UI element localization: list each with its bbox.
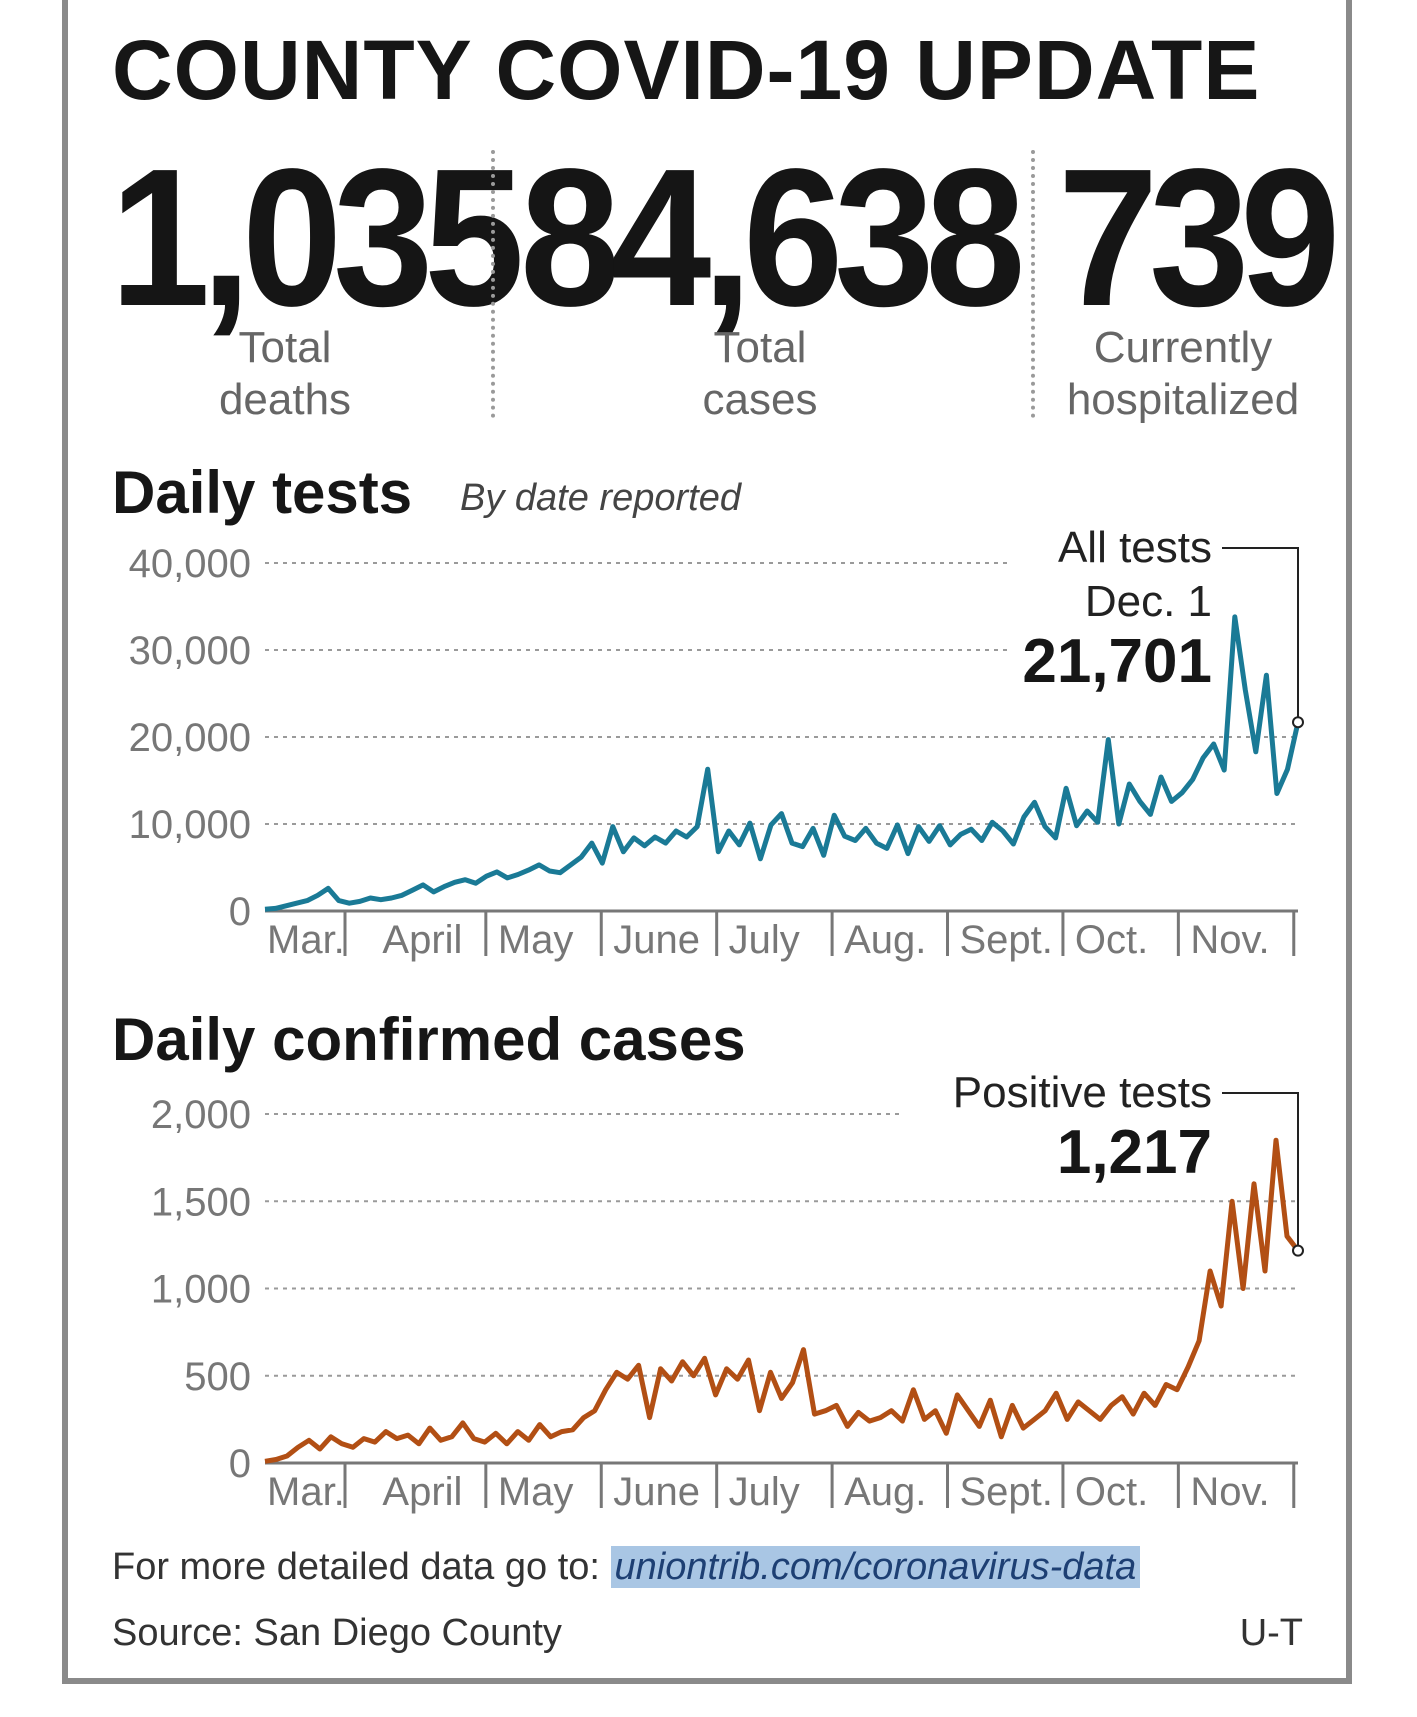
page-title: COUNTY COVID-19 UPDATE <box>112 23 1261 117</box>
x-tick-label: Mar. <box>267 918 345 962</box>
y-tick-label: 2,000 <box>151 1093 251 1137</box>
x-tick-label: July <box>729 918 800 962</box>
x-tick-label: Aug. <box>844 1470 926 1514</box>
x-tick-label: July <box>729 1470 800 1514</box>
stat-divider <box>491 150 495 418</box>
hospitalized-value: 739 <box>1058 128 1340 347</box>
y-tick-label: 0 <box>229 1442 251 1486</box>
more-data-text: For more detailed data go to: <box>112 1546 611 1588</box>
x-tick-label: Oct. <box>1075 918 1148 962</box>
deaths-value: 1,035 <box>110 128 524 347</box>
annotation-value: 21,701 <box>1022 627 1212 696</box>
x-tick-label: Mar. <box>267 1470 345 1514</box>
hospitalized-label-line2: hospitalized <box>1066 375 1300 424</box>
hospitalized-label: Currently hospitalized <box>1058 322 1308 426</box>
stat-divider <box>1031 150 1035 418</box>
x-tick-label: May <box>498 1470 574 1514</box>
end-point-marker <box>1292 716 1304 729</box>
x-tick-label: Sept. <box>960 1470 1053 1514</box>
x-tick-label: May <box>498 918 574 962</box>
cases-label-line2: cases <box>702 375 818 424</box>
cases-value: 84,638 <box>520 128 1026 347</box>
annotation-date: Dec. 1 <box>1085 577 1212 626</box>
annotation-leader <box>1222 547 1299 723</box>
y-tick-label: 1,000 <box>151 1268 251 1312</box>
x-tick-label: Oct. <box>1075 1470 1148 1514</box>
x-tick-label: Sept. <box>960 918 1053 962</box>
x-tick-label: Nov. <box>1190 918 1269 962</box>
tests-chart-title: Daily tests <box>112 459 413 526</box>
more-data-note: For more detailed data go to: uniontrib.… <box>112 1546 1141 1589</box>
series-line <box>264 614 1301 912</box>
y-tick-label: 40,000 <box>129 542 251 586</box>
source-note: Source: San Diego County <box>112 1612 562 1654</box>
deaths-label-line2: deaths <box>218 375 352 424</box>
x-tick-label: Aug. <box>844 918 926 962</box>
deaths-label-line1: Total <box>238 323 332 372</box>
annotation-label: All tests <box>1058 523 1212 572</box>
tests-chart-subtitle: By date reported <box>460 477 741 519</box>
annotation-label: Positive tests <box>953 1068 1212 1117</box>
annotation-value: 1,217 <box>1057 1118 1212 1187</box>
hospitalized-label-line1: Currently <box>1093 323 1273 372</box>
cases-label: Total cases <box>650 322 870 426</box>
annotation-leader <box>1222 1092 1299 1251</box>
cases-chart-title: Daily confirmed cases <box>112 1006 746 1073</box>
y-tick-label: 30,000 <box>129 629 251 673</box>
y-tick-label: 500 <box>184 1355 251 1399</box>
x-tick-label: June <box>613 1470 700 1514</box>
x-tick-label: April <box>382 1470 462 1514</box>
y-tick-label: 10,000 <box>129 803 251 847</box>
x-tick-label: April <box>382 918 462 962</box>
y-tick-label: 0 <box>229 890 251 934</box>
credit-label: U-T <box>1239 1612 1303 1654</box>
x-tick-label: June <box>613 918 700 962</box>
y-tick-label: 20,000 <box>129 716 251 760</box>
cases-label-line1: Total <box>713 323 807 372</box>
data-link[interactable]: uniontrib.com/coronavirus-data <box>610 1546 1141 1588</box>
y-tick-label: 1,500 <box>151 1180 251 1224</box>
x-tick-label: Nov. <box>1190 1470 1269 1514</box>
series-line <box>264 1137 1300 1464</box>
end-point-marker <box>1292 1244 1304 1257</box>
deaths-label: Total deaths <box>180 322 390 426</box>
